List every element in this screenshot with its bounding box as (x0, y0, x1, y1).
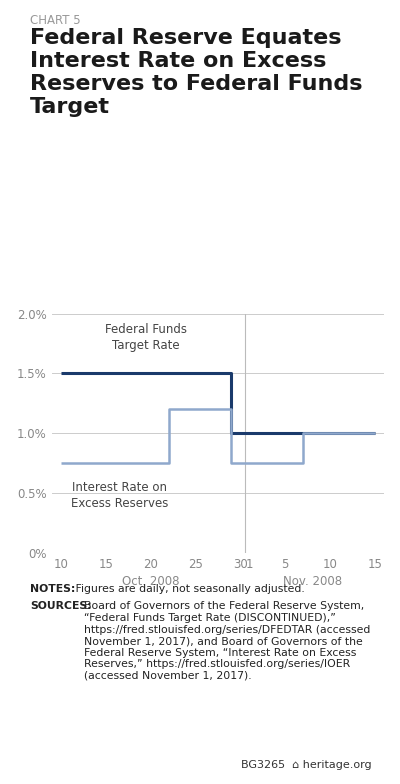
Text: Federal Reserve Equates
Interest Rate on Excess
Reserves to Federal Funds
Target: Federal Reserve Equates Interest Rate on… (30, 28, 362, 117)
Text: NOTES:: NOTES: (30, 584, 75, 594)
Text: Oct. 2008: Oct. 2008 (122, 575, 180, 588)
Text: BG3265  ⌂ heritage.org: BG3265 ⌂ heritage.org (241, 760, 372, 770)
Text: CHART 5: CHART 5 (30, 14, 81, 27)
Text: Board of Governors of the Federal Reserve System, “Federal Funds Target Rate (DI: Board of Governors of the Federal Reserv… (84, 601, 370, 681)
Text: SOURCES:: SOURCES: (30, 601, 92, 612)
Text: Figures are daily, not seasonally adjusted.: Figures are daily, not seasonally adjust… (72, 584, 305, 594)
Text: Federal Funds
Target Rate: Federal Funds Target Rate (105, 323, 187, 352)
Text: Nov. 2008: Nov. 2008 (283, 575, 342, 588)
Text: Interest Rate on
Excess Reserves: Interest Rate on Excess Reserves (71, 481, 168, 510)
